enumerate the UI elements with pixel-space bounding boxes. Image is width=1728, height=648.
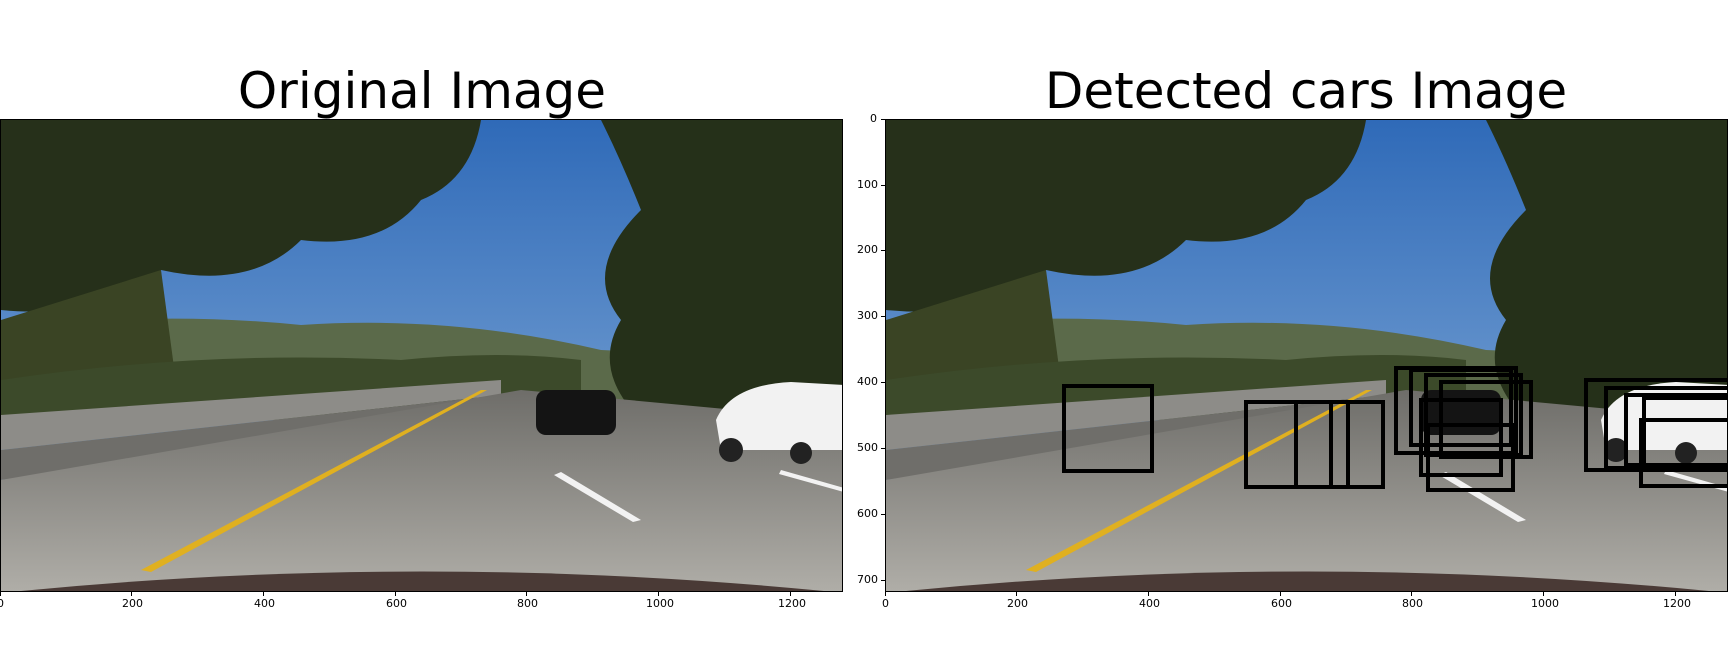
original-road-scene: [1, 120, 842, 591]
detection-box: [1639, 418, 1727, 488]
detection-box: [1244, 400, 1385, 489]
x-tick-label: 800: [517, 597, 538, 610]
x-tick-label: 0: [0, 597, 4, 610]
x-tick-label: 400: [254, 597, 275, 610]
y-tick-label: 0: [870, 112, 877, 125]
x-tick-label: 1000: [646, 597, 674, 610]
y-tick-label: 300: [857, 309, 878, 322]
detection-box: [1426, 423, 1515, 492]
y-tick-label: 600: [857, 507, 878, 520]
y-tick-label: 700: [857, 573, 878, 586]
x-tick-label: 400: [1139, 597, 1160, 610]
y-tick-label: 100: [857, 178, 878, 191]
detection-box: [1419, 398, 1503, 477]
y-tick-label: 200: [857, 243, 878, 256]
x-tick-label: 600: [1271, 597, 1292, 610]
x-tick-label: 800: [1402, 597, 1423, 610]
x-tick-label: 200: [1007, 597, 1028, 610]
detected-cars-scene: [886, 120, 1727, 591]
y-tick-label: 400: [857, 375, 878, 388]
x-tick-label: 200: [122, 597, 143, 610]
x-tick-label: 0: [882, 597, 889, 610]
x-tick-label: 1200: [1663, 597, 1691, 610]
original-road-photo: [0, 119, 843, 592]
detected-cars-title: Detected cars Image: [1044, 62, 1568, 120]
detection-box: [1062, 384, 1154, 473]
detection-boxes: [1062, 366, 1727, 492]
y-tick-label: 500: [857, 441, 878, 454]
x-tick-label: 1200: [778, 597, 806, 610]
original-image-title: Original Image: [237, 62, 607, 120]
detected-cars-photo: [885, 119, 1728, 592]
x-tick-label: 600: [386, 597, 407, 610]
detection-box: [1439, 380, 1533, 459]
detection-box: [1409, 368, 1513, 447]
detection-box: [1642, 396, 1727, 468]
x-tick-label: 1000: [1531, 597, 1559, 610]
